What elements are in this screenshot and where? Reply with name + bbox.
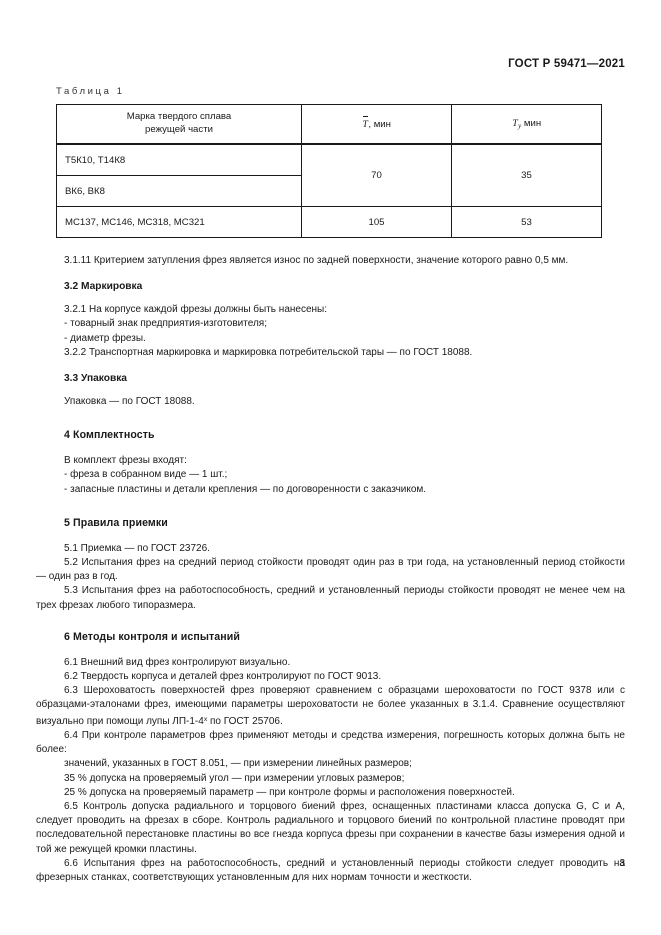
clause-3-2-2: 3.2.2 Транспортная маркировка и маркиров… — [64, 346, 473, 358]
running-header: ГОСТ Р 59471—2021 — [508, 58, 625, 70]
clause-6-3: 6.3 Шероховатость поверхностей фрез пров… — [36, 684, 625, 729]
table-cell-grade: МС137, МС146, МС318, МС321 — [56, 206, 302, 238]
table-header-grade-line1: Марка твердого сплава — [126, 111, 232, 123]
paragraph-packaging: Упаковка — по ГОСТ 18088. — [64, 396, 195, 408]
clause-6-6: 6.6 Испытания фрез на работоспособность,… — [36, 857, 625, 883]
table-row: МС137, МС146, МС318, МС321 105 53 — [56, 206, 602, 238]
page-number: 3 — [619, 858, 625, 869]
clause-5-1: 5.1 Приемка — по ГОСТ 23726. — [64, 542, 210, 554]
list-item-spare-inserts: - запасные пластины и детали крепления —… — [64, 483, 427, 495]
list-item-diameter: - диаметр фрезы. — [64, 332, 146, 344]
table-cell-average-period: 105 — [301, 206, 452, 238]
heading-3-2: 3.2 Маркировка — [64, 281, 143, 293]
clause-6-3-text-after: по ГОСТ 25706. — [207, 715, 283, 727]
t-set-subscript: у — [518, 122, 522, 130]
table-cell-grade: ВК6, ВК8 — [56, 175, 302, 207]
clause-5-2: 5.2 Испытания фрез на средний период сто… — [36, 557, 625, 583]
magnifier-power-superscript: х — [203, 715, 208, 723]
t-average-unit: , мин — [368, 118, 391, 130]
table-caption: Таблица 1 — [56, 86, 125, 97]
clause-6-2: 6.2 Твердость корпуса и деталей фрез кон… — [64, 671, 382, 683]
t-set-symbol: T — [512, 118, 518, 130]
heading-section-5: 5 Правила приемки — [64, 516, 168, 529]
clause-6-1: 6.1 Внешний вид фрез контролируют визуал… — [64, 656, 291, 668]
clause-5-3: 5.3 Испытания фрез на работоспособность,… — [36, 585, 625, 611]
heading-3-3: 3.3 Упаковка — [64, 373, 127, 385]
paragraph-kit-intro: В комплект фрезы входят: — [64, 455, 187, 467]
list-item-assembled-cutter: - фреза в собранном виде — 1 шт.; — [64, 469, 228, 481]
list-item-trademark: - товарный знак предприятия-изготовителя… — [64, 318, 267, 330]
clause-3-2-1: 3.2.1 На корпусе каждой фрезы должны быт… — [64, 304, 328, 316]
table-row: Т5К10, Т14К8 70 35 — [56, 143, 602, 207]
table-cell-set-period: 53 — [451, 206, 602, 238]
t-set-unit: мин — [521, 118, 542, 130]
table-cell-average-period: 70 — [301, 143, 452, 207]
t-average-symbol: T — [362, 116, 369, 130]
list-item-linear-tolerance: значений, указанных в ГОСТ 8.051, — при … — [64, 758, 412, 770]
heading-section-6: 6 Методы контроля и испытаний — [64, 630, 240, 643]
heading-section-4: 4 Комплектность — [64, 429, 155, 442]
table-header-row: Марка твердого сплава режущей части T, м… — [56, 104, 602, 145]
table-header-set-period: Tу мин — [451, 104, 602, 145]
table-cell-grade: Т5К10, Т14К8 — [56, 143, 302, 176]
list-item-form-tolerance: 25 % допуска на проверяемый параметр — п… — [64, 786, 515, 798]
table-header-average-period: T, мин — [301, 104, 452, 145]
table-cell-set-period: 35 — [451, 143, 602, 207]
list-item-angular-tolerance: 35 % допуска на проверяемый угол — при и… — [64, 772, 405, 784]
clause-6-4: 6.4 При контроле параметров фрез применя… — [36, 729, 625, 756]
clause-6-3-text-before: 6.3 Шероховатость поверхностей фрез пров… — [36, 685, 625, 727]
page-content: Таблица 1 Марка твердого сплава режущей … — [36, 86, 625, 885]
clause-6-5: 6.5 Контроль допуска радиального и торцо… — [36, 800, 625, 855]
durability-table: Марка твердого сплава режущей части T, м… — [56, 104, 602, 238]
table-header-grade-line2: режущей части — [145, 124, 213, 135]
table-header-grade: Марка твердого сплава режущей части — [56, 104, 302, 145]
clause-3-1-11: 3.1.11 Критерием затупления фрез являетс… — [64, 255, 569, 266]
